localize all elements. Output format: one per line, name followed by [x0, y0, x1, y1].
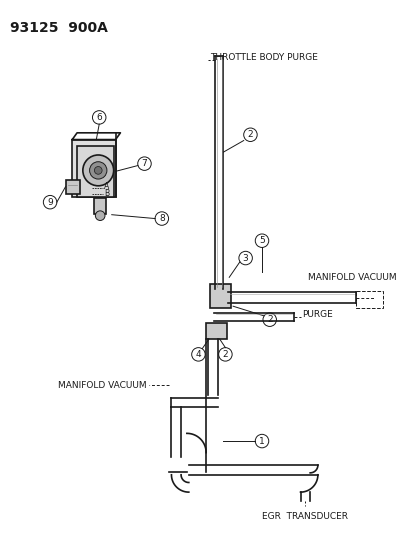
Bar [94, 198, 106, 214]
Text: THROTTLE BODY PURGE: THROTTLE BODY PURGE [209, 53, 317, 62]
Text: 7: 7 [141, 159, 147, 168]
Text: 2: 2 [266, 315, 272, 324]
Text: 2: 2 [247, 130, 253, 139]
Text: MANIFOLD VACUUM: MANIFOLD VACUUM [308, 273, 396, 282]
Bar [206, 322, 227, 339]
Bar [65, 180, 80, 193]
Text: PURGE: PURGE [302, 310, 332, 319]
Bar [356, 291, 382, 308]
Bar [209, 284, 230, 308]
Circle shape [94, 166, 102, 174]
Circle shape [95, 211, 105, 221]
Text: 9: 9 [47, 198, 53, 207]
Circle shape [83, 155, 114, 186]
Text: EGR  TRANSDUCER: EGR TRANSDUCER [262, 512, 347, 521]
Text: 4: 4 [195, 350, 201, 359]
Text: 8: 8 [159, 214, 164, 223]
Bar [77, 147, 114, 197]
Text: B: B [104, 189, 109, 198]
Text: 6: 6 [96, 113, 102, 122]
Text: 2: 2 [222, 350, 228, 359]
Bar [72, 140, 115, 197]
Text: 3: 3 [242, 254, 248, 263]
Text: A: A [104, 182, 109, 191]
Text: 93125  900A: 93125 900A [9, 21, 107, 35]
Text: 1: 1 [259, 437, 264, 446]
Circle shape [89, 161, 107, 179]
Text: MANIFOLD VACUUM: MANIFOLD VACUUM [58, 381, 146, 390]
Text: 5: 5 [259, 236, 264, 245]
